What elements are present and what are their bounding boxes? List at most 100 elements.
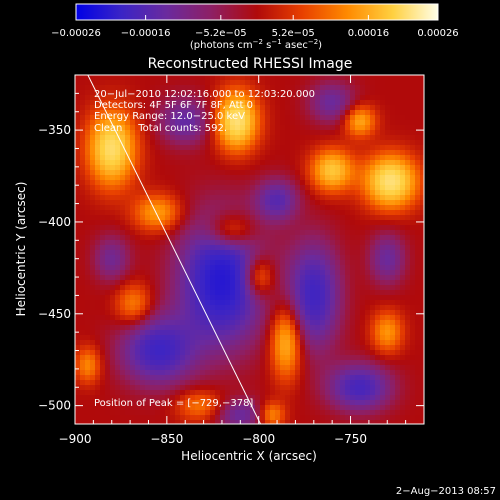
heatmap-cell: [365, 75, 371, 81]
heatmap-cell: [215, 215, 221, 221]
heatmap-cell: [395, 230, 401, 236]
heatmap-cell: [265, 275, 271, 281]
heatmap-cell: [335, 195, 341, 201]
heatmap-cell: [295, 265, 301, 271]
heatmap-cell: [295, 205, 301, 211]
heatmap-cell: [365, 320, 371, 326]
heatmap-cell: [225, 330, 231, 336]
heatmap-cell: [305, 100, 311, 106]
heatmap-cell: [385, 415, 391, 421]
heatmap-cell: [325, 345, 331, 351]
heatmap-cell: [385, 235, 391, 241]
heatmap-cell: [180, 300, 186, 306]
heatmap-cell: [285, 245, 291, 251]
heatmap-cell: [370, 300, 376, 306]
heatmap-cell: [400, 215, 406, 221]
heatmap-cell: [265, 270, 271, 276]
heatmap-cell: [120, 115, 126, 121]
heatmap-cell: [360, 80, 366, 86]
heatmap-cell: [155, 300, 161, 306]
heatmap-cell: [400, 180, 406, 186]
heatmap-cell: [185, 105, 191, 111]
heatmap-cell: [375, 240, 381, 246]
heatmap-cell: [235, 235, 241, 241]
heatmap-cell: [95, 130, 101, 136]
heatmap-cell: [345, 225, 351, 231]
heatmap-cell: [140, 270, 146, 276]
heatmap-cell: [195, 140, 201, 146]
heatmap-cell: [115, 395, 121, 401]
heatmap-cell: [315, 295, 321, 301]
heatmap-cell: [140, 235, 146, 241]
heatmap-cell: [80, 135, 86, 141]
heatmap-cell: [215, 140, 221, 146]
heatmap-cell: [125, 190, 131, 196]
heatmap-cell: [285, 160, 291, 166]
heatmap-cell: [150, 280, 156, 286]
heatmap-cell: [130, 90, 136, 96]
heatmap-cell: [280, 155, 286, 161]
heatmap-cell: [110, 100, 116, 106]
heatmap-cell: [345, 265, 351, 271]
heatmap-cell: [385, 280, 391, 286]
heatmap-cell: [150, 395, 156, 401]
heatmap-cell: [290, 335, 296, 341]
heatmap-cell: [410, 410, 416, 416]
heatmap-cell: [355, 300, 361, 306]
heatmap-cell: [255, 295, 261, 301]
heatmap-cell: [200, 235, 206, 241]
heatmap-cell: [410, 170, 416, 176]
heatmap-cell: [340, 220, 346, 226]
heatmap-cell: [350, 405, 356, 411]
heatmap-cell: [305, 275, 311, 281]
heatmap-cell: [315, 205, 321, 211]
heatmap-cell: [210, 195, 216, 201]
heatmap-cell: [75, 375, 81, 381]
heatmap-cell: [180, 290, 186, 296]
heatmap-cell: [330, 330, 336, 336]
heatmap-cell: [365, 150, 371, 156]
heatmap-cell: [275, 170, 281, 176]
heatmap-cell: [185, 365, 191, 371]
heatmap-cell: [200, 200, 206, 206]
heatmap-cell: [290, 330, 296, 336]
heatmap-cell: [225, 135, 231, 141]
heatmap-cell: [365, 115, 371, 121]
heatmap-cell: [375, 370, 381, 376]
heatmap-cell: [330, 250, 336, 256]
heatmap-cell: [110, 320, 116, 326]
heatmap-cell: [155, 330, 161, 336]
heatmap-cell: [215, 395, 221, 401]
heatmap-cell: [320, 265, 326, 271]
heatmap-cell: [205, 300, 211, 306]
heatmap-cell: [110, 245, 116, 251]
heatmap-cell: [175, 400, 181, 406]
heatmap-cell: [380, 190, 386, 196]
heatmap-cell: [380, 205, 386, 211]
heatmap-cell: [325, 280, 331, 286]
heatmap-cell: [125, 170, 131, 176]
heatmap-cell: [325, 370, 331, 376]
heatmap-cell: [145, 135, 151, 141]
heatmap-cell: [395, 135, 401, 141]
heatmap-cell: [270, 245, 276, 251]
heatmap-cell: [90, 350, 96, 356]
heatmap-cell: [180, 400, 186, 406]
heatmap-cell: [205, 240, 211, 246]
heatmap-cell: [145, 260, 151, 266]
heatmap-cell: [290, 295, 296, 301]
heatmap-cell: [395, 245, 401, 251]
heatmap-cell: [390, 140, 396, 146]
heatmap-cell: [415, 160, 421, 166]
heatmap-cell: [205, 160, 211, 166]
heatmap-cell: [280, 230, 286, 236]
heatmap-cell: [400, 385, 406, 391]
heatmap-cell: [110, 255, 116, 261]
heatmap-cell: [405, 145, 411, 151]
heatmap-cell: [400, 290, 406, 296]
heatmap-cell: [360, 265, 366, 271]
heatmap-cell: [355, 230, 361, 236]
heatmap-cell: [95, 95, 101, 101]
heatmap-cell: [170, 165, 176, 171]
